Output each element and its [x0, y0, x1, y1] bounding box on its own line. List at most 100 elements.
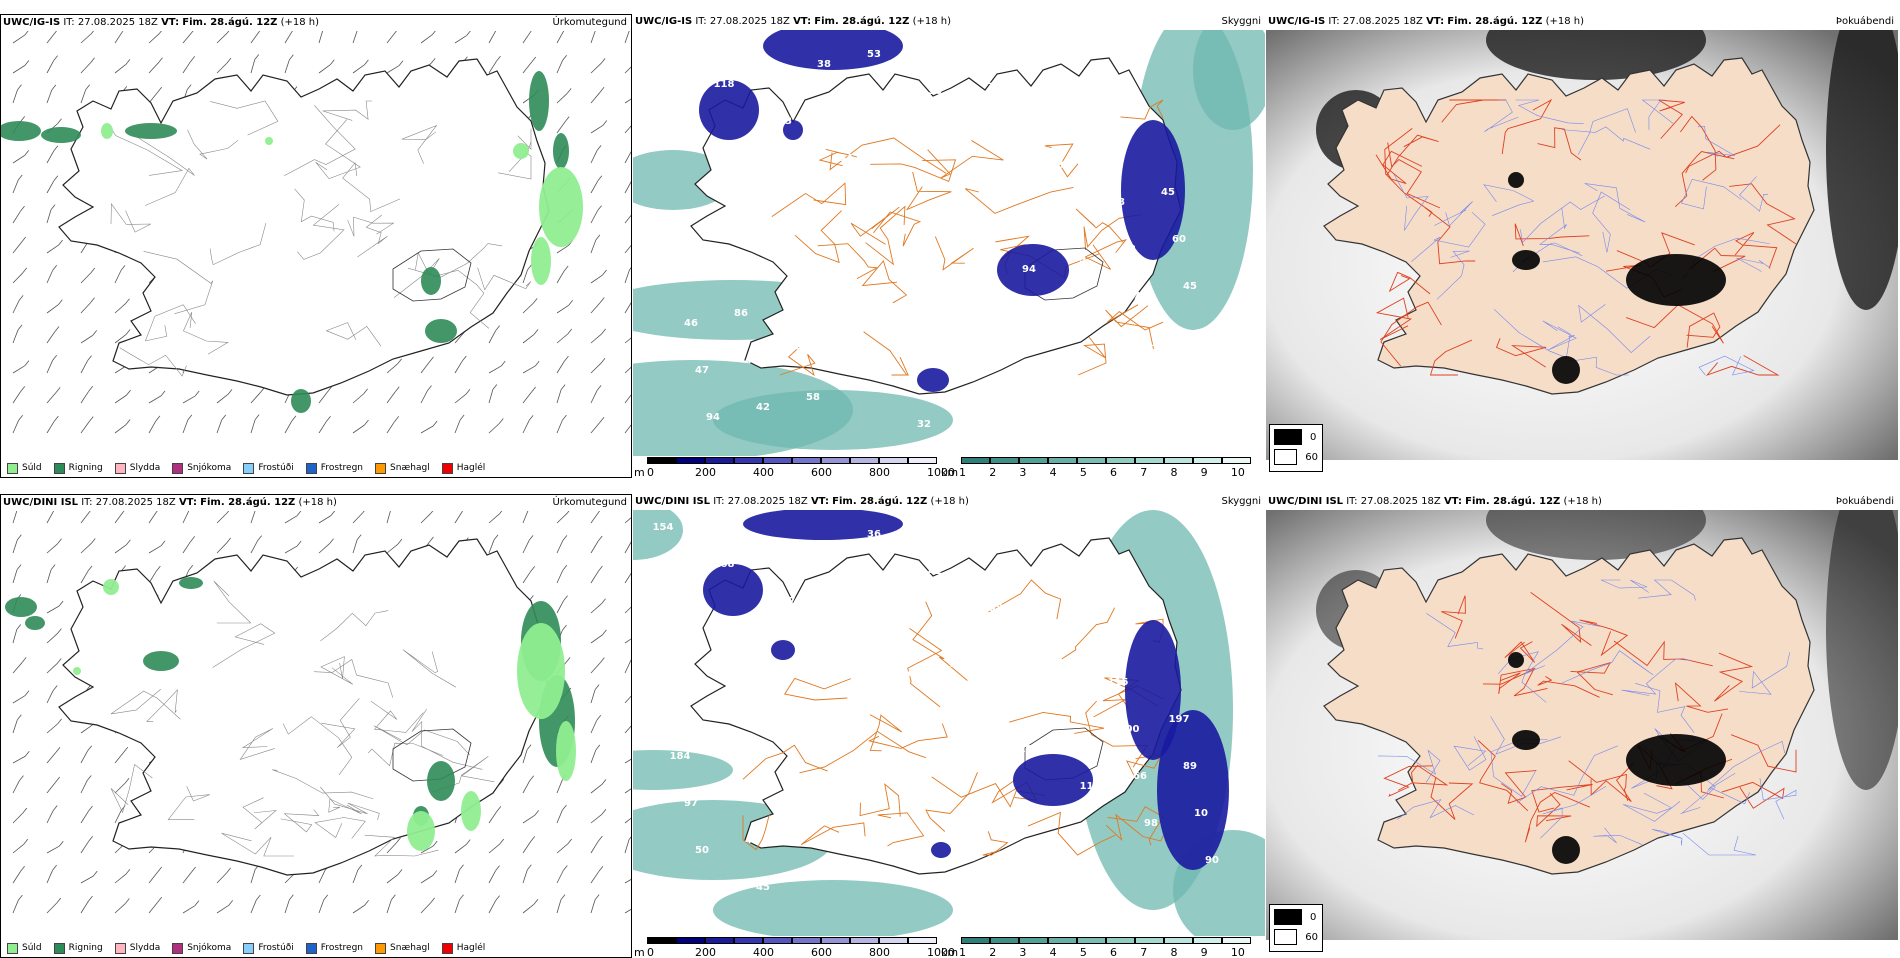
- visibility-color-segment: [1164, 937, 1193, 944]
- visibility-color-segment: [990, 937, 1019, 944]
- visibility-value: 92: [767, 549, 781, 560]
- visibility-tick: 3: [1019, 946, 1026, 958]
- visibility-value: 42: [950, 660, 964, 671]
- visibility-value: 108: [1036, 113, 1057, 124]
- visibility-color-segment: [1164, 457, 1193, 464]
- lead-time: (+18 h): [298, 497, 336, 508]
- ceiling-color-segment: [908, 937, 937, 944]
- visibility-value: 92: [1061, 687, 1075, 698]
- visibility-value: 171: [792, 825, 813, 836]
- visibility-value: 184: [670, 751, 691, 762]
- panel-visibility-dini: UWC/DINI ISL IT: 27.08.2025 18Z VT: Fim.…: [633, 494, 1265, 958]
- fog-legend-label: 0: [1310, 432, 1316, 443]
- precip-map: [1, 31, 632, 461]
- lead-time: (+18 h): [1563, 496, 1601, 507]
- legend-label: Snjókoma: [187, 943, 231, 953]
- visibility-value: 27: [1000, 650, 1014, 661]
- panel-header: UWC/DINI ISL IT: 27.08.2025 18Z VT: Fim.…: [633, 494, 1265, 510]
- visibility-color-segment: [1077, 457, 1106, 464]
- visibility-value: 77: [706, 892, 720, 903]
- visibility-color-segment: [1106, 937, 1135, 944]
- visibility-value: 207: [775, 596, 796, 607]
- vt-label: VT:: [179, 497, 197, 508]
- visibility-value: 94: [939, 613, 953, 624]
- visibility-tick: 7: [1140, 946, 1147, 958]
- legend-swatch: [442, 943, 453, 954]
- legend-item: Frostregn: [306, 463, 363, 474]
- visibility-color-segment: [1019, 457, 1048, 464]
- fog-legend-item: 0: [1274, 909, 1318, 925]
- legend-swatch: [172, 943, 183, 954]
- visibility-color-segment: [1222, 937, 1251, 944]
- visibility-color-segment: [1106, 457, 1135, 464]
- ceiling-color-segment: [734, 457, 763, 464]
- visibility-value: 89: [1183, 761, 1197, 772]
- legend-label: Snjókoma: [187, 463, 231, 473]
- init-time: 27.08.2025 18Z: [1343, 16, 1423, 27]
- visibility-value: 43: [1050, 160, 1064, 171]
- panel-header: UWC/DINI ISL IT: 27.08.2025 18Z VT: Fim.…: [1266, 494, 1898, 510]
- fog-legend-swatch: [1274, 929, 1297, 945]
- visibility-value: 86: [734, 308, 748, 319]
- visibility-value: 106: [653, 42, 674, 53]
- lead-time: (+18 h): [281, 17, 319, 28]
- visibility-value: 94: [706, 412, 720, 423]
- panel-header: UWC/DINI ISL IT: 27.08.2025 18Z VT: Fim.…: [1, 495, 631, 511]
- panel-title: Þokuábendi: [1836, 14, 1894, 30]
- lead-time: (+18 h): [1546, 16, 1584, 27]
- visibility-value: 74: [1011, 217, 1025, 228]
- visibility-value: 108: [1019, 744, 1040, 755]
- visibility-value: 77: [767, 69, 781, 80]
- fog-legend-label: 60: [1305, 452, 1318, 463]
- visibility-value: 43: [1061, 207, 1075, 218]
- legend-label: Rigning: [69, 943, 103, 953]
- it-label: IT:: [1328, 16, 1339, 27]
- visibility-color-segment: [1077, 937, 1106, 944]
- visibility-value: 45: [756, 882, 770, 893]
- legend-swatch: [54, 463, 65, 474]
- legend-item: Haglél: [442, 463, 486, 474]
- visibility-value: 42: [1072, 734, 1086, 745]
- visibility-color-segment: [1135, 457, 1164, 464]
- visibility-value: 39: [889, 143, 903, 154]
- visibility-value: 13: [817, 539, 831, 550]
- visibility-value: 53: [867, 49, 881, 60]
- fog-legend-label: 0: [1310, 912, 1316, 923]
- fog-legend-swatch: [1274, 429, 1302, 445]
- ceiling-tick: 200: [695, 946, 716, 958]
- legend-swatch: [115, 943, 126, 954]
- panel-title: Úrkomutegund: [552, 15, 627, 31]
- it-label: IT:: [695, 16, 706, 27]
- model-name: UWC/DINI ISL: [1268, 496, 1343, 507]
- valid-time: Fim. 28.ágú. 12Z: [832, 496, 927, 507]
- visibility-color-segment: [1048, 937, 1077, 944]
- visibility-value: 43: [878, 576, 892, 587]
- ceiling-color-segment: [879, 937, 908, 944]
- visibility-value: 45: [1161, 187, 1175, 198]
- legend-item: Rigning: [54, 463, 103, 474]
- visibility-color-segment: [990, 457, 1019, 464]
- legend-label: Snæhagl: [390, 943, 430, 953]
- ceiling-tick: 800: [869, 466, 890, 478]
- panel-title: Skyggni: [1221, 14, 1261, 30]
- init-time: 27.08.2025 18Z: [1361, 496, 1441, 507]
- visibility-tick: 6: [1110, 466, 1117, 478]
- visibility-tick: 7: [1140, 466, 1147, 478]
- visibility-value: 55: [828, 106, 842, 117]
- visibility-tick: 4: [1050, 466, 1057, 478]
- fog-legend-item: 60: [1274, 929, 1318, 945]
- visibility-value: 45: [989, 123, 1003, 134]
- panel-title: Úrkomutegund: [552, 495, 627, 511]
- visibility-value: 98: [900, 190, 914, 201]
- visibility-value: 91: [1144, 338, 1158, 349]
- panel-fog-dini: UWC/DINI ISL IT: 27.08.2025 18Z VT: Fim.…: [1266, 494, 1898, 958]
- visibility-value: 97: [684, 798, 698, 809]
- vt-label: VT:: [811, 496, 829, 507]
- fog-map: [1266, 510, 1898, 940]
- visibility-value: 102: [1080, 301, 1101, 312]
- visibility-color-segment: [1019, 937, 1048, 944]
- valid-time: Fim. 28.ágú. 12Z: [814, 16, 909, 27]
- legend-item: Snjókoma: [172, 463, 231, 474]
- visibility-value: 42: [756, 402, 770, 413]
- init-time: 27.08.2025 18Z: [710, 16, 790, 27]
